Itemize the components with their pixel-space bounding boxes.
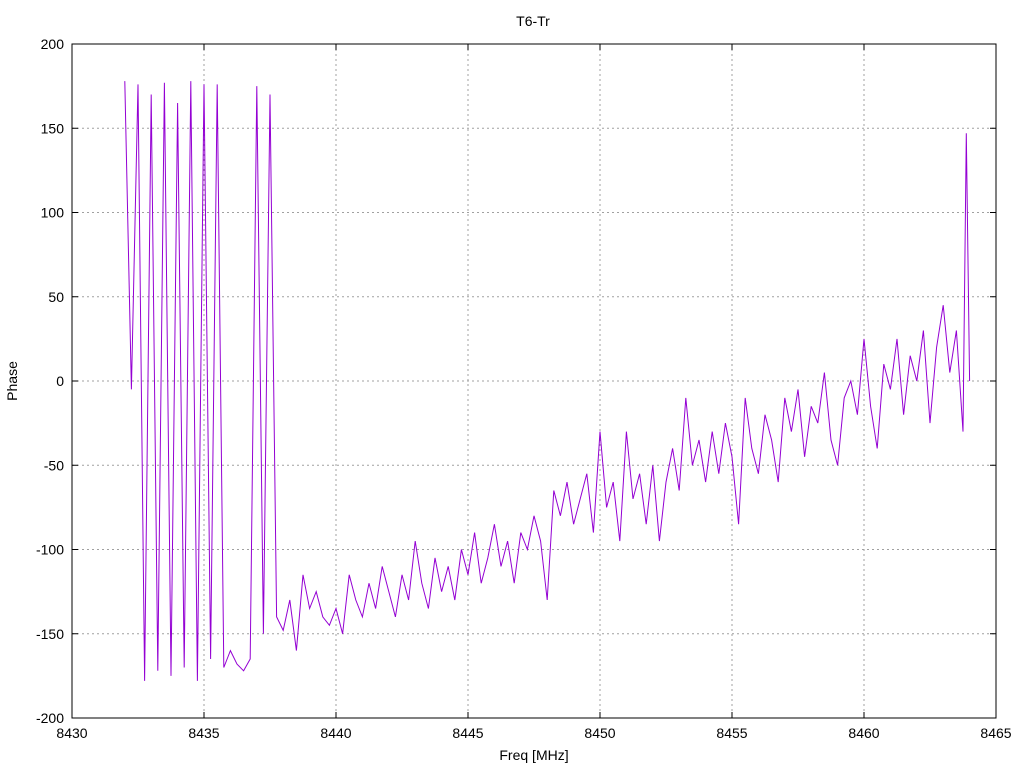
- y-tick-label: -200: [36, 710, 64, 726]
- y-tick-label: -50: [44, 457, 64, 473]
- plot-frame: [71, 43, 997, 719]
- y-tick-label: 200: [41, 36, 65, 52]
- x-tick-label: 8440: [320, 725, 351, 741]
- x-tick-label: 8465: [980, 725, 1011, 741]
- axis-ticks: 8430 8435 8440 8445 8450 8455 8460 8465 -200 -150…: [36, 36, 1012, 741]
- x-tick-label: 8430: [56, 725, 87, 741]
- chart-title: T6-Tr: [516, 13, 550, 29]
- y-tick-label: -100: [36, 542, 64, 558]
- x-tick-label: 8455: [716, 725, 747, 741]
- y-axis-label: Phase: [4, 361, 20, 401]
- x-tick-label: 8435: [188, 725, 219, 741]
- y-tick-label: 50: [48, 289, 64, 305]
- x-tick-label: 8460: [848, 725, 879, 741]
- x-axis-label: Freq [MHz]: [499, 747, 568, 763]
- y-tick-label: 150: [41, 120, 65, 136]
- x-tick-label: 8450: [584, 725, 615, 741]
- y-tick-label: -150: [36, 626, 64, 642]
- y-tick-label: 100: [41, 205, 65, 221]
- series-line-t6-tr: [124, 81, 971, 681]
- y-tick-label: 0: [56, 373, 64, 389]
- grid: [72, 44, 996, 718]
- x-tick-label: 8445: [452, 725, 483, 741]
